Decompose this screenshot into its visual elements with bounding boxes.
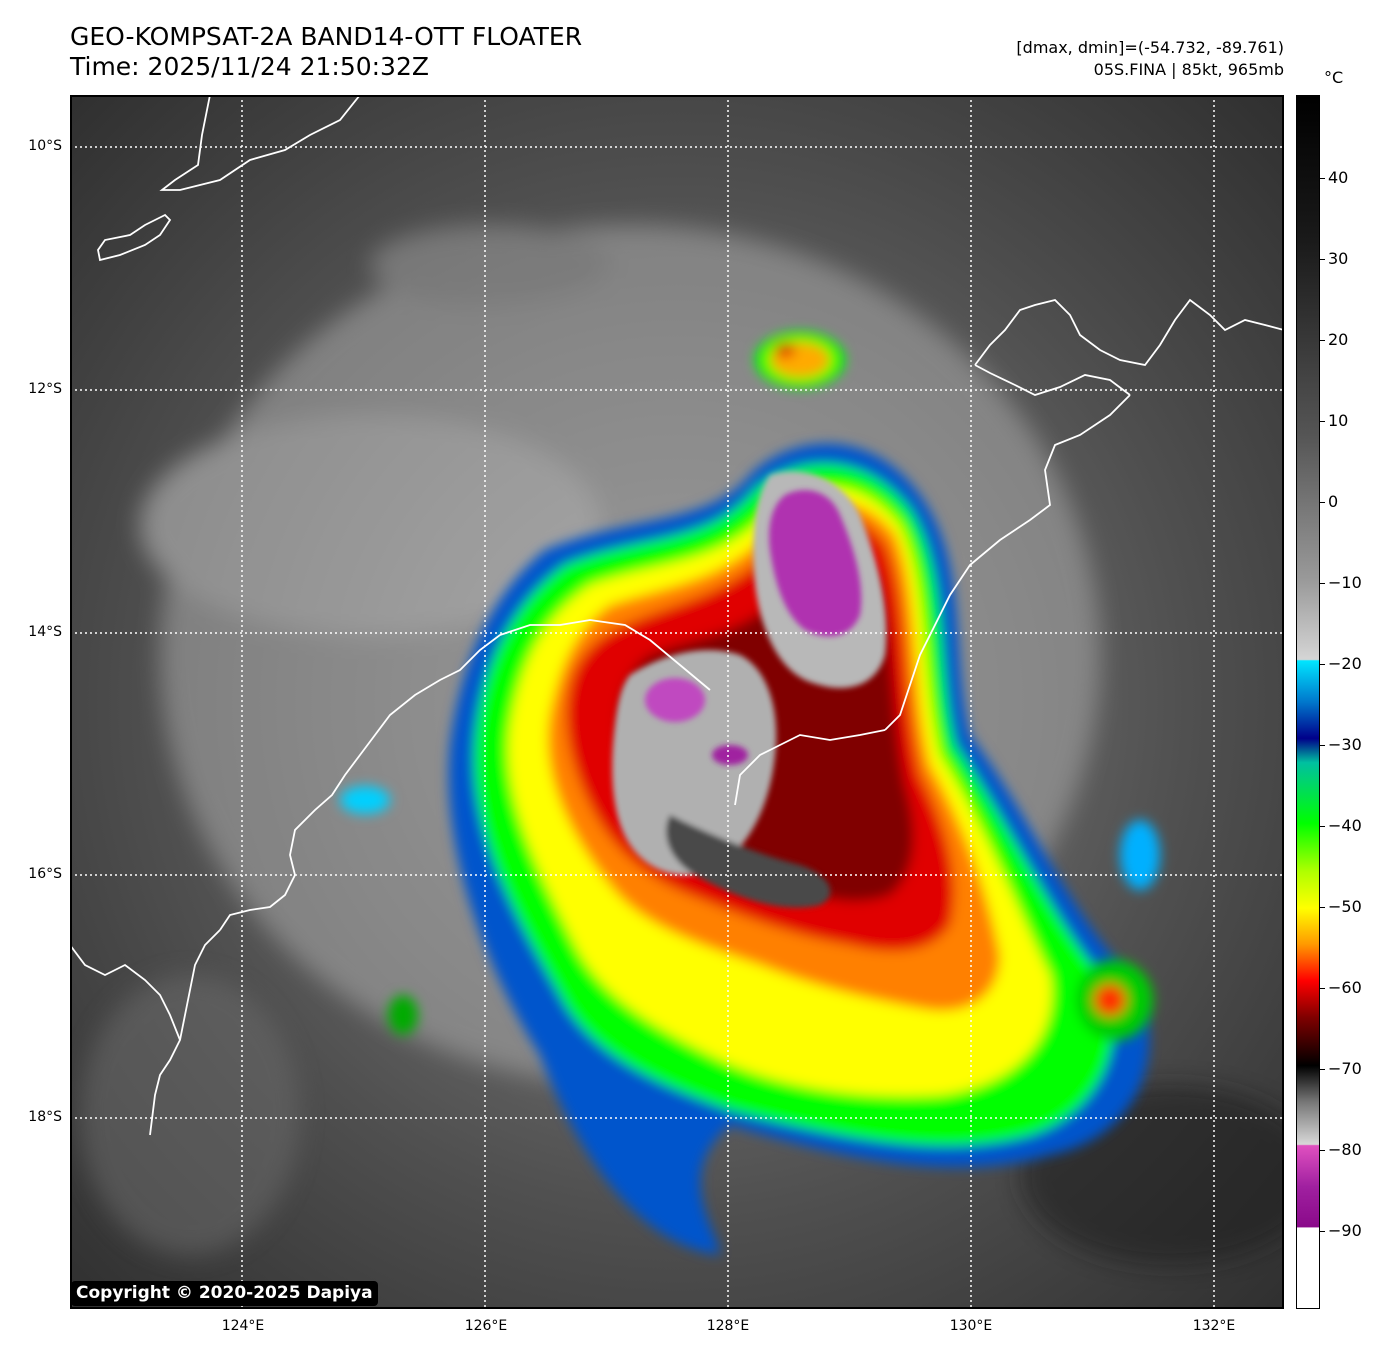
colorbar-tick-mark	[1320, 907, 1325, 908]
coastlines	[70, 95, 1284, 1136]
lon-label-132e: 132°E	[1192, 1318, 1236, 1334]
coastline-cambridge-gulf	[734, 729, 886, 806]
colorbar-tick-label: −60	[1328, 978, 1362, 997]
product-title: GEO-KOMPSAT-2A BAND14-OTT FLOATER	[70, 22, 583, 51]
lon-label-126e: 126°E	[464, 1318, 508, 1334]
colorbar-tick-mark	[1320, 502, 1325, 503]
overshooting-tops	[645, 490, 862, 765]
colorbar-tick-mark	[1320, 421, 1325, 422]
colorbar-tick-mark	[1320, 340, 1325, 341]
timestamp-title: Time: 2025/11/24 21:50:32Z	[70, 52, 429, 81]
coastline-bonaparte-east	[884, 394, 1131, 731]
lat-lon-grid	[70, 95, 1284, 1309]
satellite-map[interactable]	[70, 95, 1284, 1309]
temperature-colorbar	[1296, 95, 1320, 1309]
colorbar-tick-mark	[1320, 664, 1325, 665]
colorbar-tick-mark	[1320, 583, 1325, 584]
coastline-kimberley	[219, 619, 711, 931]
colorbar-tick-mark	[1320, 178, 1325, 179]
colorbar-tick-label: 40	[1328, 168, 1349, 187]
colorbar-unit: °C	[1324, 68, 1344, 87]
lon-label-130e: 130°E	[949, 1318, 993, 1334]
copyright-badge: Copyright © 2020-2025 Dapiya	[71, 1281, 378, 1306]
colorbar-tick-label: −40	[1328, 816, 1362, 835]
colorbar-tick-label: −10	[1328, 573, 1362, 592]
colorbar-tick-label: −80	[1328, 1140, 1362, 1159]
colorbar-tick-mark	[1320, 745, 1325, 746]
outer-band-cells	[340, 786, 1160, 1040]
colorbar-tick-label: 20	[1328, 330, 1349, 349]
colorbar-tick-label: −70	[1328, 1059, 1362, 1078]
map-border	[70, 95, 1284, 1309]
colorbar-tick-label: −20	[1328, 654, 1362, 673]
colorbar-tick-mark	[1320, 1231, 1325, 1232]
colorbar-tick-mark	[1320, 259, 1325, 260]
lat-label-10s: 10°S	[28, 138, 62, 154]
colorbar-tick-mark	[1320, 826, 1325, 827]
colorbar-tick-label: −30	[1328, 735, 1362, 754]
lat-label-18s: 18°S	[28, 1109, 62, 1125]
storm-info-text: 05S.FINA | 85kt, 965mb	[1093, 60, 1284, 79]
colorbar-tick-label: −50	[1328, 897, 1362, 916]
lat-label-14s: 14°S	[28, 624, 62, 640]
cyclone-clouds	[340, 332, 1160, 1255]
colorbar-tick-label: 0	[1328, 492, 1339, 511]
lon-label-124e: 124°E	[221, 1318, 265, 1334]
lon-label-128e: 128°E	[706, 1318, 750, 1334]
colorbar-tick-mark	[1320, 1150, 1325, 1151]
colorbar-tick-label: 30	[1328, 249, 1349, 268]
colorbar-tick-label: 10	[1328, 411, 1349, 430]
coastline-timor	[159, 95, 361, 191]
temperature-range-text: [dmax, dmin]=(-54.732, -89.761)	[1016, 38, 1284, 57]
colorbar-tick-mark	[1320, 1069, 1325, 1070]
lat-label-16s: 16°S	[28, 866, 62, 882]
coastline-west	[70, 944, 181, 1041]
colorbar-tick-label: −90	[1328, 1221, 1362, 1240]
coastline-kimberley-south	[149, 929, 221, 1136]
coastline-tiwi	[974, 364, 1131, 396]
northern-cell	[755, 332, 845, 388]
coastline-timor-west	[97, 213, 172, 262]
satellite-image	[70, 95, 1284, 1309]
coastline-arnhem	[974, 298, 1284, 366]
lat-label-12s: 12°S	[28, 381, 62, 397]
colorbar-tick-mark	[1320, 988, 1325, 989]
